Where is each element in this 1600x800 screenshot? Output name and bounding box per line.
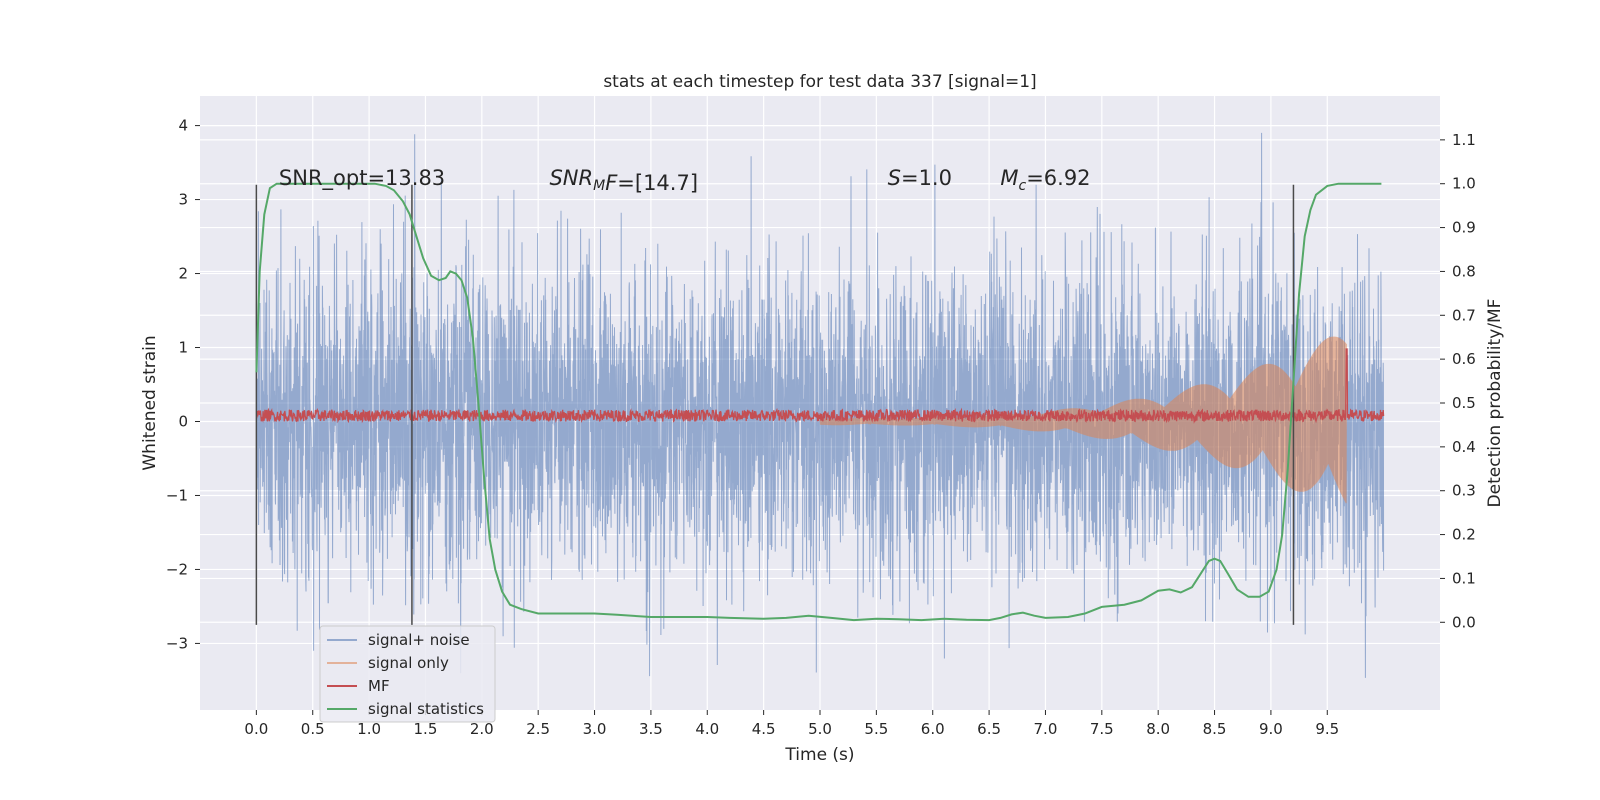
x-tick-label: 5.5 — [864, 720, 888, 738]
x-tick-label: 7.5 — [1090, 720, 1114, 738]
y2-tick-label: 1.0 — [1452, 175, 1476, 193]
y2-tick-label: 0.6 — [1452, 350, 1476, 368]
legend-box — [319, 625, 496, 723]
x-tick-label: 1.0 — [357, 720, 381, 738]
y2-axis-ticks: 0.0 0.1 0.2 0.3 0.4 0.5 0.6 0.7 0.8 0.9 1.0 1.1 — [1440, 131, 1476, 631]
x-axis-label: Time (s) — [784, 745, 854, 765]
x-tick-label: 3.0 — [583, 720, 607, 738]
y-tick-label: 2 — [178, 265, 188, 283]
y2-tick-label: 0.0 — [1452, 613, 1476, 631]
legend-label-mf: MF — [368, 677, 390, 695]
x-tick-label: 9.5 — [1315, 720, 1339, 738]
annotation-snr-opt: SNR_opt=13.83 — [279, 166, 445, 191]
y2-axis-label: Detection probability/MF — [1485, 299, 1505, 508]
y-tick-label: 0 — [178, 412, 188, 430]
chart-title: stats at each timestep for test data 337… — [603, 72, 1036, 92]
x-tick-label: 9.0 — [1259, 720, 1283, 738]
x-tick-label: 5.0 — [808, 720, 832, 738]
y-axis-label: Whitened strain — [140, 335, 160, 470]
y-tick-label: 1 — [178, 339, 188, 357]
annotation-s-value: S=1.0 — [888, 166, 952, 190]
x-tick-label: 0.0 — [244, 720, 268, 738]
y-tick-label: 3 — [178, 191, 188, 209]
annotations: SNR_opt=13.83 SNRMF=[14.7] S=1.0 Mc=6.92 — [279, 166, 1091, 195]
y2-tick-label: 0.3 — [1452, 482, 1476, 500]
x-tick-label: 7.0 — [1034, 720, 1058, 738]
vertical-markers — [255, 184, 1295, 625]
x-tick-label: 6.0 — [921, 720, 945, 738]
x-tick-label: 2.0 — [470, 720, 494, 738]
x-tick-label: 1.5 — [414, 720, 438, 738]
legend-label-signal-noise: signal+ noise — [368, 631, 470, 649]
x-tick-label: 0.5 — [301, 720, 325, 738]
y-tick-label: 4 — [178, 117, 188, 135]
y2-tick-label: 0.2 — [1452, 526, 1476, 544]
y2-tick-label: 0.8 — [1452, 262, 1476, 280]
x-tick-label: 4.0 — [695, 720, 719, 738]
y-tick-label: −3 — [166, 634, 188, 652]
y-axis-ticks: −3 −2 −1 0 1 2 3 4 — [166, 117, 200, 652]
x-tick-label: 8.5 — [1203, 720, 1227, 738]
y2-tick-label: 0.1 — [1452, 569, 1476, 587]
annotation-snr-mf: SNRMF=[14.7] — [549, 166, 698, 195]
x-tick-label: 8.0 — [1146, 720, 1170, 738]
y-tick-label: −1 — [166, 486, 188, 504]
y2-tick-label: 0.7 — [1452, 306, 1476, 324]
x-tick-label: 3.5 — [639, 720, 663, 738]
annotation-mc-value: Mc=6.92 — [1000, 166, 1090, 194]
x-tick-label: 6.5 — [977, 720, 1001, 738]
y2-tick-label: 0.5 — [1452, 394, 1476, 412]
legend: signal+ noise signal only MF signal stat… — [319, 625, 496, 723]
x-tick-label: 2.5 — [526, 720, 550, 738]
y2-tick-label: 0.9 — [1452, 219, 1476, 237]
series-signal-noise — [255, 132, 1385, 678]
legend-label-signal-statistics: signal statistics — [368, 700, 484, 718]
y-tick-label: −2 — [166, 560, 188, 578]
series-mf — [255, 348, 1385, 424]
x-axis-ticks: 0.0 0.5 1.0 1.5 2.0 2.5 3.0 3.5 4.0 4.5 5.0 5.5 6.0 6… — [244, 710, 1339, 738]
legend-label-signal-only: signal only — [368, 654, 449, 672]
plot-area — [255, 132, 1385, 678]
y2-tick-label: 1.1 — [1452, 131, 1476, 149]
y2-tick-label: 0.4 — [1452, 438, 1476, 456]
x-tick-label: 4.5 — [752, 720, 776, 738]
series-signal-statistics — [255, 182, 1382, 622]
